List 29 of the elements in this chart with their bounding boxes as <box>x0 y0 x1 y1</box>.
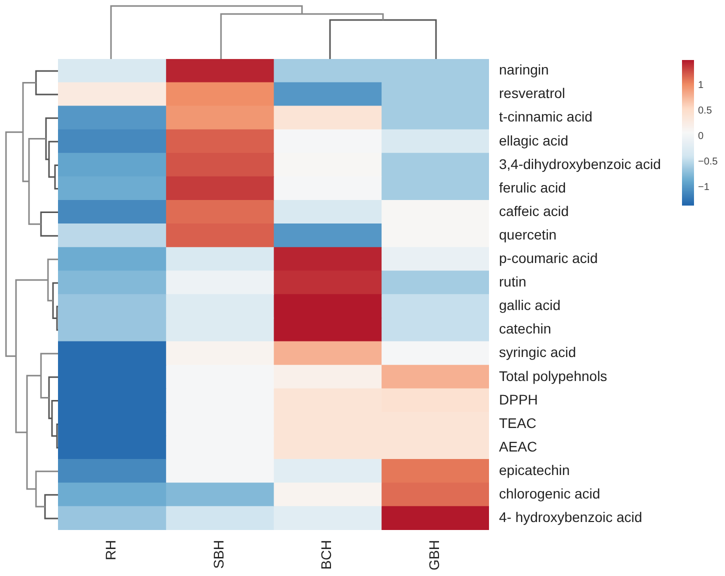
y-tick-label: AEAC <box>499 438 538 454</box>
color-bar-label: −0.5 <box>698 156 718 168</box>
y-tick-label: resveratrol <box>499 85 566 102</box>
y-tick-label: t-cinnamic acid <box>499 108 592 125</box>
y-tick-label: naringin <box>499 62 549 78</box>
y-tick-label: syringic acid <box>499 344 576 360</box>
y-tick-label: epicatechin <box>499 462 570 478</box>
y-tick-label: p-coumaric acid <box>499 250 598 266</box>
x-tick-label: GBH <box>426 540 442 570</box>
color-bar-label: −1 <box>698 182 710 193</box>
x-tick-label: SBH <box>210 540 226 569</box>
y-tick-label: 4- hydroxybenzoic acid <box>499 509 642 526</box>
y-tick-label: TEAC <box>499 414 536 431</box>
y-tick-label: gallic acid <box>499 297 560 314</box>
y-tick-label: catechin <box>499 320 552 337</box>
y-tick-label: ferulic acid <box>499 179 566 196</box>
color-bar-label: 1 <box>698 80 704 92</box>
y-tick-label: DPPH <box>499 391 538 408</box>
x-tick-label: BCH <box>318 540 334 570</box>
y-tick-label: quercetin <box>499 226 557 242</box>
y-tick-label: ellagic acid <box>499 132 568 148</box>
y-tick-label: chlorogenic acid <box>499 486 600 502</box>
color-bar-label: 0 <box>698 131 704 142</box>
color-bar-label: 0.5 <box>698 106 712 117</box>
y-tick-label: caffeic acid <box>499 202 569 219</box>
y-tick-label: rutin <box>499 274 526 290</box>
y-tick-label: 3,4-dihydroxybenzoic acid <box>499 156 661 172</box>
y-tick-label: Total polypehnols <box>499 368 608 384</box>
x-tick-label: RH <box>102 540 119 560</box>
